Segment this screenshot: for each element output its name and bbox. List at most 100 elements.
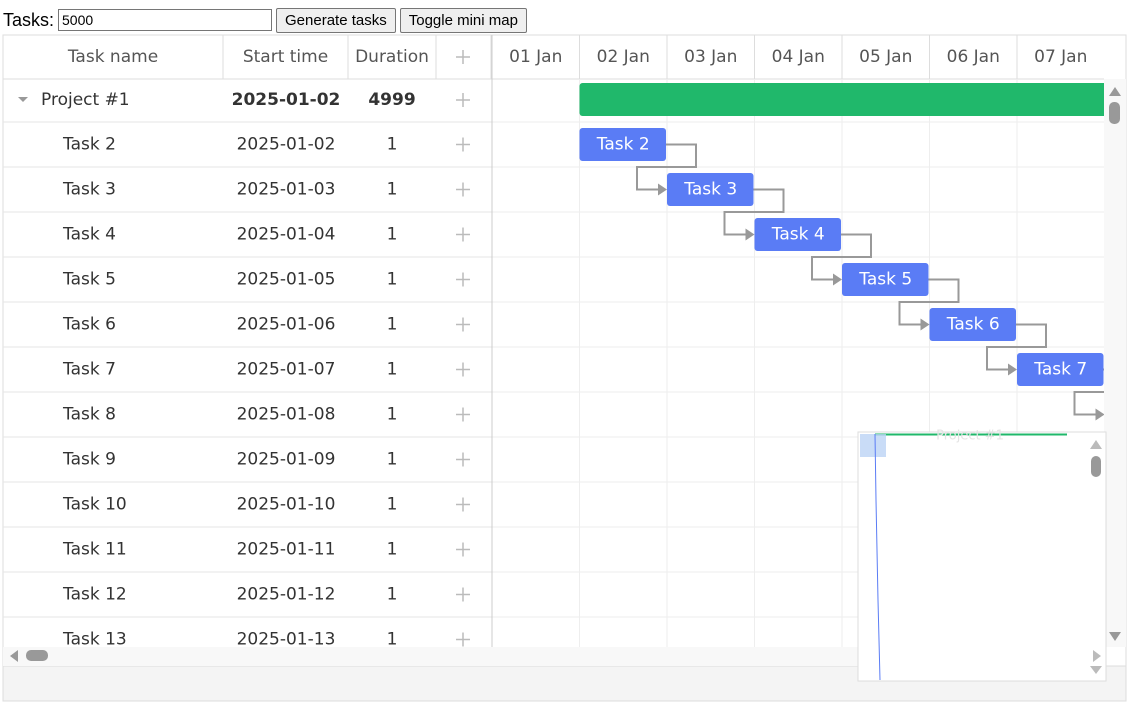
task-start: 2025-01-07 bbox=[237, 360, 336, 380]
task-duration: 1 bbox=[387, 495, 398, 515]
task-duration: 1 bbox=[387, 180, 398, 200]
task-start: 2025-01-11 bbox=[237, 540, 336, 560]
task-bar-label: Task 4 bbox=[771, 225, 825, 245]
task-bar bbox=[929, 308, 1016, 341]
dependency-link bbox=[898, 278, 960, 326]
generate-button[interactable]: Generate tasks bbox=[276, 7, 396, 33]
dependency-link bbox=[636, 143, 697, 191]
day-header: 05 Jan bbox=[859, 47, 912, 67]
add-icon bbox=[456, 452, 470, 467]
day-header: 07 Jan bbox=[1034, 47, 1087, 67]
day-header: 02 Jan bbox=[597, 47, 650, 67]
link-arrow bbox=[833, 273, 842, 286]
h-scroll-arrow bbox=[10, 650, 18, 662]
task-duration: 1 bbox=[387, 405, 398, 425]
task-start: 2025-01-03 bbox=[237, 180, 336, 200]
h-scroll-thumb[interactable] bbox=[26, 650, 48, 661]
add-icon bbox=[456, 587, 470, 602]
task-bar-label: Task 6 bbox=[946, 315, 1000, 335]
task-duration: 4999 bbox=[368, 90, 415, 110]
task-bar bbox=[754, 218, 841, 251]
task-name: Task 8 bbox=[62, 405, 116, 425]
task-duration: 1 bbox=[387, 315, 398, 335]
task-name: Task 4 bbox=[62, 225, 116, 245]
task-name: Task 13 bbox=[62, 630, 127, 650]
task-name: Task 9 bbox=[62, 450, 116, 470]
headers: Task name Start time Duration 01 Jan 02 Jan 0… bbox=[67, 35, 1087, 647]
task-bar-label: Task 3 bbox=[683, 180, 737, 200]
minimap-label: Project #1 bbox=[936, 429, 1004, 444]
h-scrollbar[interactable] bbox=[3, 647, 1104, 666]
add-icon bbox=[456, 93, 470, 107]
task-name: Task 7 bbox=[62, 360, 116, 380]
task-bar-label: Task 2 bbox=[596, 135, 650, 155]
project-bar bbox=[579, 83, 1104, 116]
task-start: 2025-01-04 bbox=[237, 225, 336, 245]
task-duration: 1 bbox=[387, 270, 398, 290]
timeline-body: Task 2 Task 3 Task 4 Task 5 Task 6 Task 7 bbox=[492, 79, 1104, 647]
minimap[interactable]: Project #1 bbox=[857, 429, 1107, 682]
dependency-link bbox=[723, 188, 785, 236]
v-scroll-thumb[interactable] bbox=[1109, 102, 1120, 124]
add-icon bbox=[456, 182, 470, 197]
add-icon bbox=[456, 362, 470, 377]
minimap-button[interactable]: Toggle mini map bbox=[399, 7, 527, 33]
column-header: Duration bbox=[355, 47, 429, 67]
task-duration: 1 bbox=[387, 540, 398, 560]
day-header: 01 Jan bbox=[509, 47, 562, 67]
tasks-input[interactable] bbox=[58, 9, 273, 31]
task-start: 2025-01-09 bbox=[237, 450, 336, 470]
collapse-icon bbox=[18, 97, 28, 102]
link-arrow bbox=[658, 183, 667, 196]
link-arrow bbox=[920, 318, 930, 331]
task-name: Task 10 bbox=[62, 495, 127, 515]
task-bar bbox=[1017, 353, 1104, 386]
task-duration: 1 bbox=[387, 135, 398, 155]
task-bar-label: Task 5 bbox=[858, 270, 912, 290]
day-header: 06 Jan bbox=[947, 47, 1000, 67]
add-icon bbox=[456, 50, 470, 64]
task-bar-label: Task 7 bbox=[1033, 360, 1087, 380]
dependency-link bbox=[811, 233, 872, 281]
add-icon bbox=[456, 497, 470, 512]
task-bar bbox=[842, 263, 929, 296]
add-icon bbox=[456, 407, 470, 422]
dependency-link bbox=[986, 323, 1047, 371]
day-header: 04 Jan bbox=[772, 47, 825, 67]
task-start: 2025-01-08 bbox=[237, 405, 336, 425]
task-name: Task 3 bbox=[62, 180, 116, 200]
minimap-viewport[interactable] bbox=[860, 434, 886, 457]
task-duration: 1 bbox=[387, 585, 398, 605]
task-bar bbox=[579, 128, 666, 161]
task-start: 2025-01-05 bbox=[237, 270, 336, 290]
task-name: Task 6 bbox=[62, 315, 116, 335]
add-icon bbox=[456, 542, 470, 557]
task-start: 2025-01-02 bbox=[237, 135, 336, 155]
task-name: Task 2 bbox=[62, 135, 116, 155]
task-bar bbox=[667, 173, 754, 206]
task-duration: 1 bbox=[387, 450, 398, 470]
task-start: 2025-01-13 bbox=[237, 630, 336, 650]
grid-body: Project #1 2025-01-02 4999 Task 2 2025-01-02… bbox=[3, 90, 492, 650]
add-icon bbox=[456, 632, 470, 647]
link-arrow bbox=[1008, 363, 1017, 376]
task-start: 2025-01-06 bbox=[237, 315, 336, 335]
toolbar: Tasks: Generate tasks Toggle mini map bbox=[3, 6, 527, 34]
column-header: Start time bbox=[243, 47, 328, 67]
tasks-label: Tasks: bbox=[3, 9, 55, 30]
add-icon bbox=[456, 227, 470, 242]
add-icon bbox=[456, 272, 470, 287]
link-arrow bbox=[745, 228, 755, 241]
dependency-link bbox=[1073, 368, 1104, 416]
link-arrow bbox=[1095, 408, 1104, 421]
task-name: Task 12 bbox=[62, 585, 127, 605]
task-name: Task 5 bbox=[62, 270, 116, 290]
v-scrollbar[interactable] bbox=[1104, 79, 1126, 647]
task-duration: 1 bbox=[387, 360, 398, 380]
add-icon bbox=[456, 137, 470, 152]
add-icon bbox=[456, 317, 470, 332]
task-duration: 1 bbox=[387, 225, 398, 245]
task-start: 2025-01-02 bbox=[232, 90, 341, 110]
